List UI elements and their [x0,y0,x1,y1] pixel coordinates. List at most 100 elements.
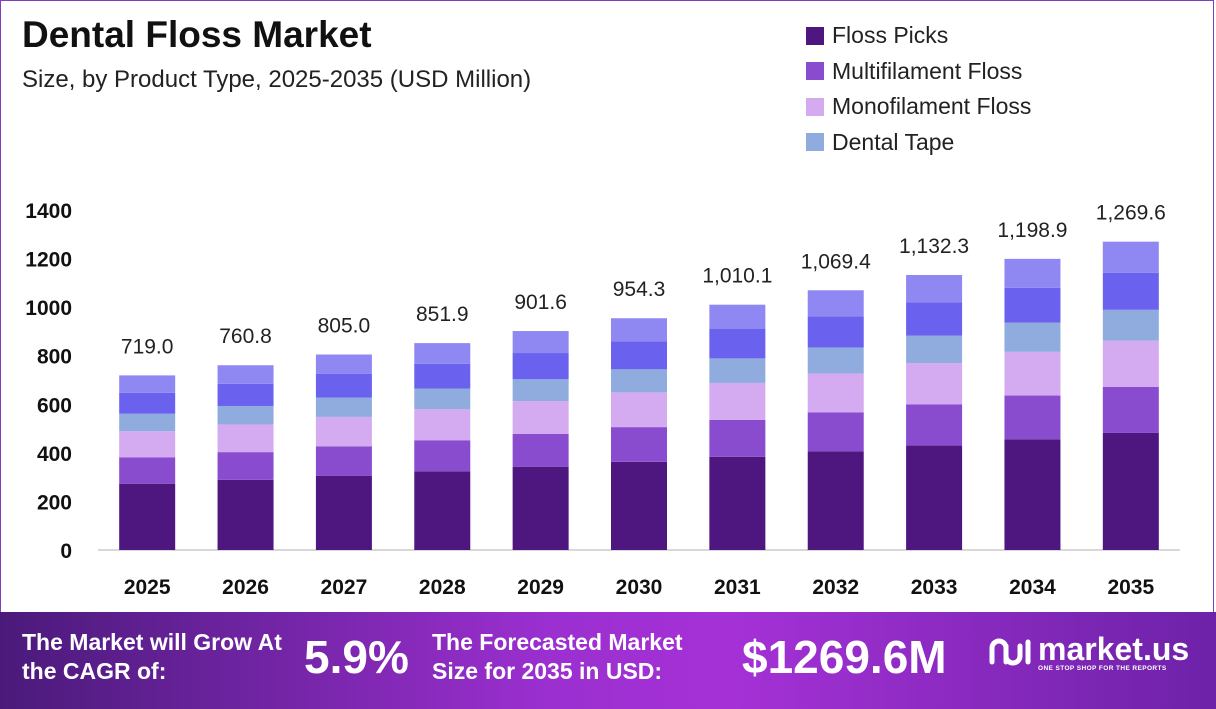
bar-segment [906,335,963,363]
bar-segment [119,413,176,432]
legend-label: Floss Picks [832,22,949,49]
bar-segment [906,363,963,405]
bar-segment [1102,340,1159,387]
cagr-label: The Market will Grow At the CAGR of: [22,629,282,684]
legend-swatch [806,97,824,116]
y-tick-label: 600 [37,394,72,417]
bar-segment [315,354,372,374]
bar-segment [315,397,372,417]
bar-segment [217,479,274,550]
legend-item: Multifilament Floss [806,54,1031,90]
legend-item: Dental Tape [806,125,1031,161]
bar-segment [512,466,569,550]
bar-segment [611,318,667,342]
bar-segment [119,483,176,550]
bar-segment [315,446,372,476]
bar-segment [709,329,766,359]
x-tick-label: 2030 [616,576,663,599]
brand-name: market.us [1038,630,1190,667]
bar-segment [217,405,274,425]
bar-segment [807,290,864,317]
bar-segment [217,424,274,453]
total-value-label: 760.8 [219,325,272,348]
total-value-label: 1,069.4 [801,250,871,273]
total-value-label: 1,269.6 [1096,202,1166,225]
bar-segment [807,347,864,374]
bar-segment [807,373,864,413]
bar-segment [1102,386,1159,433]
bar-segment [217,365,274,384]
cagr-value: 5.9% [304,631,409,683]
total-value-label: 901.6 [514,291,567,314]
bar-segment [1004,258,1061,288]
y-tick-label: 1000 [25,297,72,320]
market-us-logo-icon [989,638,1031,666]
x-tick-label: 2028 [419,576,466,599]
bar-segment [1004,322,1061,352]
bar-segment [512,379,569,402]
bar-segment [1004,287,1061,323]
x-tick-label: 2025 [124,576,171,599]
bar-segment [709,419,766,457]
bar-segment [611,461,667,550]
bar-segment [315,416,372,447]
bar-segment [807,412,864,452]
bar-segment [315,475,372,550]
bar-segment [119,392,176,414]
bar-segment [807,451,864,550]
y-tick-label: 800 [37,346,72,369]
x-tick-label: 2034 [1009,576,1056,599]
x-tick-label: 2035 [1107,576,1154,599]
brand-logo: market.us ONE STOP SHOP FOR THE REPORTS [988,632,1189,672]
bar-segment [807,316,864,348]
legend-item: Floss Picks [806,18,1031,54]
bar-segment [512,331,569,354]
chart-subtitle: Size, by Product Type, 2025-2035 (USD Mi… [22,66,532,93]
x-tick-label: 2031 [714,576,761,599]
bar-segment [611,427,667,462]
bar-segment [414,343,471,364]
legend-item: Monofilament Floss [806,89,1031,125]
bar-segment [1102,309,1159,341]
bar-segment [906,445,963,550]
bar-segment [906,404,963,446]
y-tick-label: 0 [60,540,72,563]
bar-segment [709,456,766,550]
total-value-label: 851.9 [416,303,469,326]
bar-segment [414,388,471,410]
bar-segment [217,452,274,480]
y-tick-label: 1400 [25,200,72,223]
x-tick-label: 2027 [321,576,368,599]
y-tick-label: 200 [37,491,72,514]
legend-swatch [806,26,824,45]
bar-segment [119,457,176,484]
bar-segment [611,392,667,428]
bar-segment [414,440,471,472]
bar-segment [1004,395,1061,440]
total-value-label: 719.0 [121,335,174,358]
bar-segment [119,431,176,458]
brand-tagline: ONE STOP SHOP FOR THE REPORTS [1038,664,1167,672]
legend-label: Dental Tape [832,128,955,155]
x-tick-label: 2029 [517,576,564,599]
y-tick-label: 400 [37,443,72,466]
total-value-label: 1,010.1 [702,265,772,288]
x-tick-label: 2033 [911,576,958,599]
x-tick-label: 2026 [222,576,269,599]
bar-segment [1102,241,1159,273]
chart-title: Dental Floss Market [22,14,372,55]
bar-segment [414,471,471,550]
bar-segment [709,382,766,420]
bar-segment [611,341,667,370]
total-value-label: 1,198.9 [997,219,1067,242]
bar-segment [512,401,569,434]
bar-segment [709,358,766,383]
bar-segment [217,383,274,406]
x-tick-label: 2032 [812,576,859,599]
total-value-label: 954.3 [613,278,666,301]
bar-segment [1004,439,1061,550]
total-value-label: 1,132.3 [899,235,969,258]
legend: Floss Picks Multifilament Floss Monofilame… [806,18,1031,160]
bar-segment [512,433,569,467]
bar-segment [512,353,569,380]
